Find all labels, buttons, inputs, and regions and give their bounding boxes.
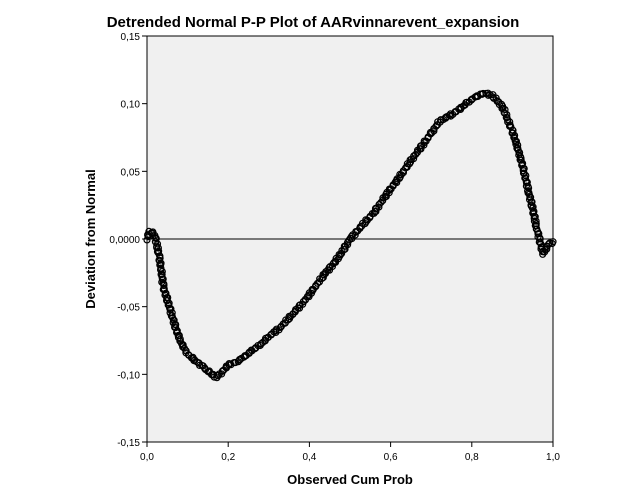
- y-tick-label: 0,10: [121, 100, 141, 111]
- data-point: [348, 232, 356, 240]
- data-point: [325, 264, 333, 272]
- data-point: [214, 372, 222, 380]
- data-point: [503, 110, 511, 119]
- data-point: [156, 261, 164, 269]
- data-point: [545, 239, 554, 247]
- data-point: [151, 234, 160, 242]
- y-tick-label: 0,0000: [109, 235, 140, 246]
- data-point: [385, 189, 393, 197]
- data-point: [489, 93, 497, 101]
- y-axis-ticks: -0,15 -0,10 -0,05 0,0000 0,05 0,10 0,15: [109, 32, 147, 449]
- y-tick-label: -0,10: [117, 370, 140, 381]
- data-point: [532, 217, 540, 225]
- x-tick-label: 0,8: [465, 452, 479, 463]
- data-point: [336, 251, 345, 259]
- data-point: [447, 112, 455, 120]
- data-point: [428, 129, 436, 137]
- data-points: [143, 89, 557, 382]
- data-point: [514, 141, 522, 149]
- data-point: [318, 274, 326, 282]
- y-axis-label: Deviation from Normal: [83, 169, 98, 308]
- data-point: [168, 309, 176, 317]
- data-point: [432, 122, 440, 130]
- y-tick-label: -0,15: [117, 438, 140, 449]
- x-tick-label: 0,2: [221, 452, 235, 463]
- data-point: [549, 238, 557, 246]
- data-point: [375, 200, 383, 209]
- data-point: [506, 118, 514, 126]
- data-point: [397, 171, 405, 179]
- x-tick-label: 0,0: [140, 452, 154, 463]
- data-point: [344, 241, 352, 249]
- data-point: [536, 235, 544, 243]
- y-tick-label: 0,05: [121, 167, 141, 178]
- data-point: [174, 334, 183, 342]
- x-tick-label: 1,0: [546, 452, 560, 463]
- data-point: [157, 266, 165, 274]
- x-tick-label: 0,4: [302, 452, 316, 463]
- data-point: [512, 137, 521, 145]
- data-point: [160, 281, 168, 290]
- chart-title: Detrended Normal P-P Plot of AARvinnarev…: [107, 14, 520, 31]
- x-tick-label: 0,6: [384, 452, 398, 463]
- x-axis-ticks: 0,0 0,2 0,4 0,6 0,8 1,0: [140, 442, 560, 463]
- data-point: [410, 155, 418, 163]
- y-tick-label: -0,05: [117, 303, 140, 314]
- x-axis-label: Observed Cum Prob: [287, 472, 413, 487]
- data-point: [154, 244, 162, 252]
- data-point: [268, 330, 276, 338]
- data-point: [158, 275, 166, 283]
- y-tick-label: 0,15: [121, 32, 141, 43]
